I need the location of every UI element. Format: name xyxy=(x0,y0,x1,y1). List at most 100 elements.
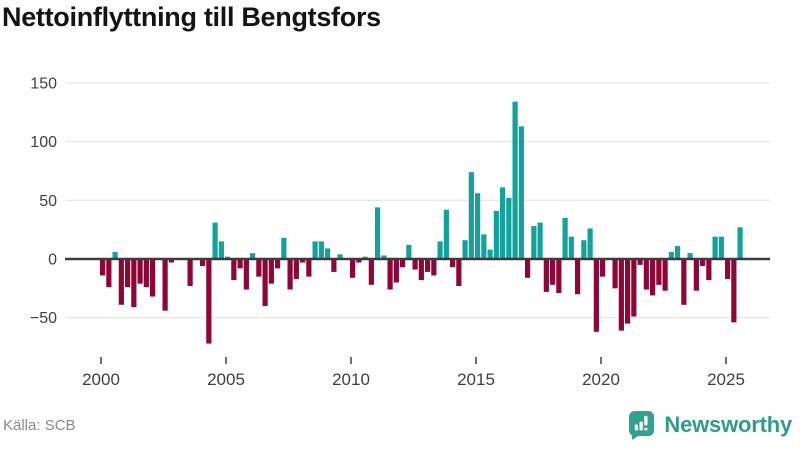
bar xyxy=(481,234,487,259)
x-tick-label: 2015 xyxy=(457,370,495,389)
y-tick-label: 150 xyxy=(30,75,57,92)
bar xyxy=(600,259,606,277)
bar xyxy=(262,259,268,306)
bar xyxy=(212,222,218,259)
bar xyxy=(637,259,643,265)
bar xyxy=(737,227,743,259)
bar xyxy=(325,248,331,259)
bar xyxy=(406,244,412,259)
bar xyxy=(512,101,518,260)
bar xyxy=(312,241,318,259)
bar xyxy=(137,259,143,284)
bar xyxy=(681,259,687,305)
x-tick-label: 2025 xyxy=(707,370,745,389)
bar xyxy=(218,241,224,259)
bar xyxy=(337,254,343,259)
bar xyxy=(418,259,424,281)
bar xyxy=(200,259,206,267)
bar xyxy=(593,259,599,332)
source-label: Källa: SCB xyxy=(3,416,76,434)
bar xyxy=(425,259,431,272)
bar xyxy=(487,249,493,259)
bar xyxy=(412,259,418,270)
y-tick-label: 100 xyxy=(30,134,57,151)
bar xyxy=(100,259,106,276)
bar xyxy=(506,197,512,259)
bar xyxy=(437,241,443,259)
bar xyxy=(518,126,524,259)
bar xyxy=(375,207,381,259)
bar xyxy=(500,187,506,259)
bar xyxy=(450,259,456,268)
bar xyxy=(575,259,581,295)
bar xyxy=(431,259,437,276)
bar xyxy=(562,217,568,259)
bar xyxy=(187,259,193,287)
x-tick-label: 2000 xyxy=(82,370,120,389)
footer: Källa: SCB Newsworthy xyxy=(0,406,800,444)
bar xyxy=(443,209,449,259)
bar xyxy=(643,259,649,290)
bar xyxy=(475,193,481,259)
bar xyxy=(231,259,237,281)
bar xyxy=(143,259,149,288)
bar xyxy=(693,259,699,291)
bar xyxy=(625,259,631,324)
bar xyxy=(612,259,618,289)
bar xyxy=(125,259,131,288)
x-tick-label: 2010 xyxy=(332,370,370,389)
bar xyxy=(300,259,306,263)
x-tick-label: 2005 xyxy=(207,370,245,389)
bar xyxy=(400,259,406,268)
bar xyxy=(256,259,262,277)
bar xyxy=(712,236,718,259)
y-tick-label: 0 xyxy=(48,252,57,269)
y-tick-label: 50 xyxy=(39,193,57,210)
bar xyxy=(150,259,156,297)
bar xyxy=(131,259,137,308)
bar xyxy=(250,253,256,259)
bar xyxy=(587,228,593,259)
bar xyxy=(725,259,731,279)
bar xyxy=(162,259,168,311)
bar xyxy=(537,222,543,259)
bar xyxy=(281,237,287,259)
bar xyxy=(531,226,537,259)
bar xyxy=(718,236,724,259)
bar xyxy=(525,259,531,278)
bar xyxy=(306,259,312,277)
y-tick-label: −50 xyxy=(30,310,57,327)
bar xyxy=(462,240,468,259)
bar xyxy=(631,259,637,317)
bar xyxy=(493,210,499,259)
bar xyxy=(650,259,656,296)
bar xyxy=(118,259,124,305)
bar xyxy=(206,259,212,344)
bar xyxy=(668,251,674,259)
bar xyxy=(350,259,356,278)
bar xyxy=(331,259,337,272)
brand-logo: Newsworthy xyxy=(628,410,792,441)
bar xyxy=(243,259,249,290)
bar xyxy=(237,259,243,269)
bar xyxy=(318,241,324,259)
x-tick-label: 2020 xyxy=(582,370,620,389)
bar xyxy=(568,236,574,259)
brand-name: Newsworthy xyxy=(664,412,792,437)
bar xyxy=(550,259,556,285)
bar xyxy=(581,240,587,259)
bar xyxy=(662,259,668,291)
bar xyxy=(112,251,118,259)
bar xyxy=(656,259,662,285)
bar xyxy=(268,259,274,284)
bar xyxy=(687,253,693,259)
bar xyxy=(287,259,293,290)
chart-title: Nettoinflyttning till Bengtsfors xyxy=(2,2,381,32)
bar xyxy=(543,259,549,292)
bar xyxy=(468,172,474,259)
bar xyxy=(731,259,737,323)
bar xyxy=(556,259,562,294)
bar xyxy=(393,259,399,283)
